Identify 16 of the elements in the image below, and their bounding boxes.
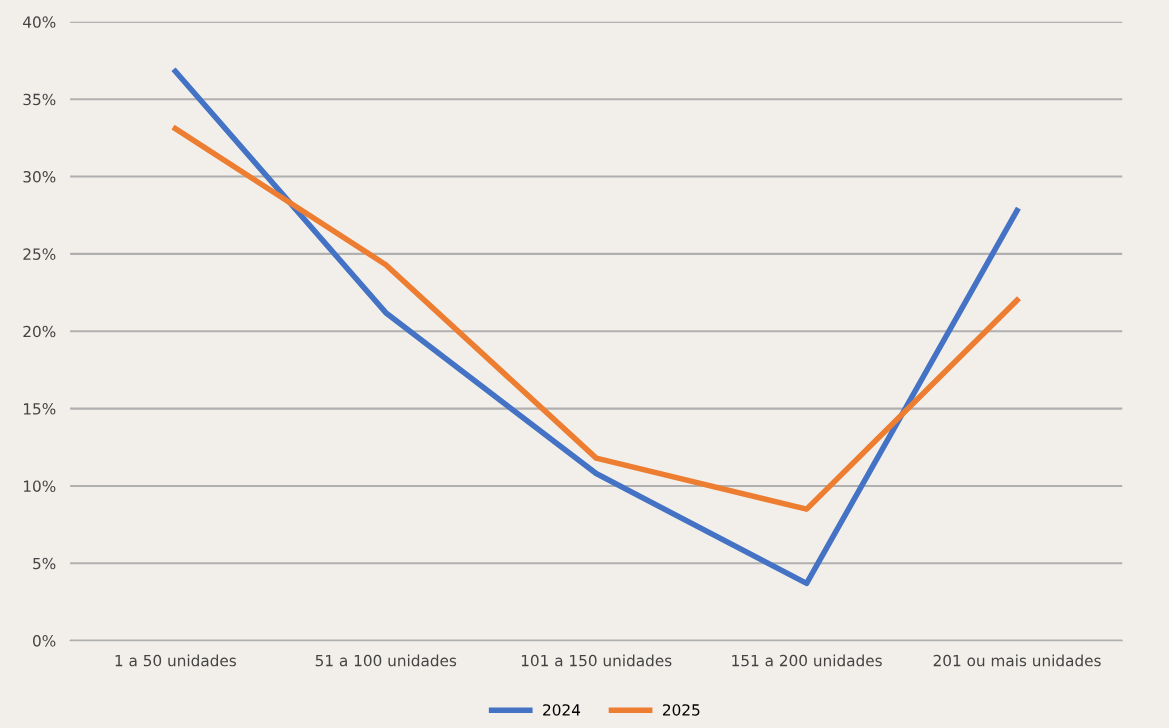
y-tick-label: 0%: [33, 635, 56, 647]
y-tick-label: 10%: [23, 480, 56, 492]
y-tick-label: 5%: [33, 557, 56, 570]
y-tick-label: 40%: [23, 16, 56, 28]
y-tick-label: 30%: [23, 171, 56, 183]
y-tick-label: 15%: [23, 403, 56, 415]
x-tick-label: 101 a 150 unidades: [521, 654, 672, 667]
x-tick-label: 51 a 100 unidades: [315, 654, 457, 667]
y-tick-label: 25%: [23, 248, 56, 260]
y-tick-label: 35%: [23, 93, 56, 106]
y-tick-label: 20%: [23, 325, 56, 338]
legend-label: 2024: [543, 704, 581, 716]
x-tick-label: 151 a 200 unidades: [732, 654, 882, 667]
x-tick-label: 1 a 50 unidades: [115, 654, 237, 667]
x-tick-label: 201 ou mais unidades: [933, 654, 1101, 667]
legend-label: 2025: [663, 704, 700, 716]
